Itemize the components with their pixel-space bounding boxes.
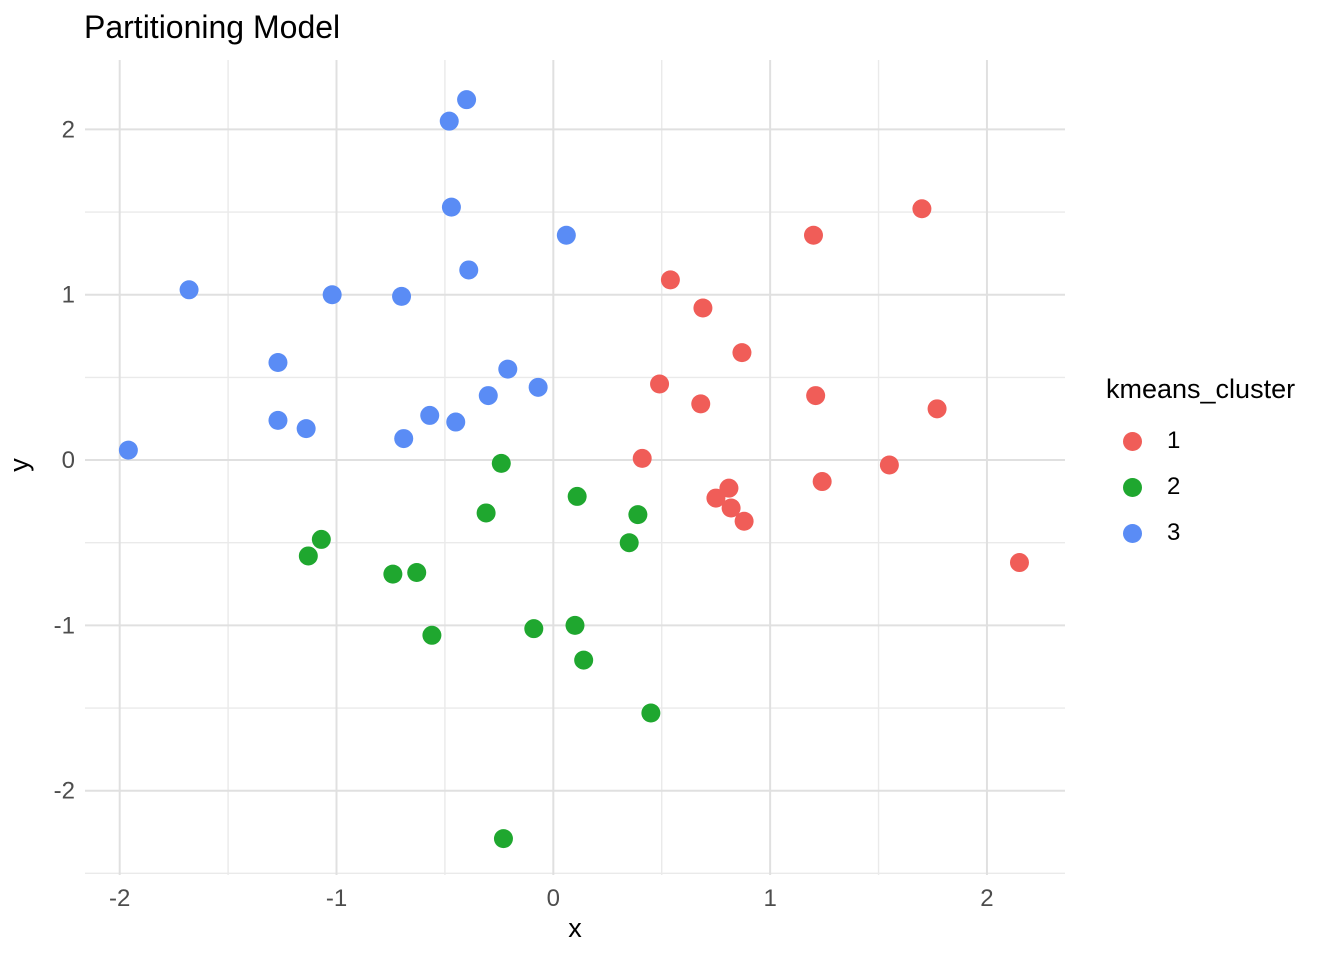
data-point-cluster-2	[383, 564, 403, 584]
data-point-cluster-3	[457, 90, 477, 110]
data-point-cluster-3	[322, 285, 342, 305]
data-point-cluster-1	[660, 270, 680, 290]
data-point-cluster-3	[268, 410, 288, 430]
x-tick-label: -1	[326, 885, 347, 912]
data-point-cluster-2	[298, 546, 318, 566]
data-point-cluster-2	[524, 619, 544, 639]
y-tick-label: 2	[62, 116, 75, 143]
data-point-cluster-2	[311, 529, 331, 549]
data-point-cluster-3	[556, 225, 576, 245]
data-point-cluster-1	[912, 199, 932, 219]
data-point-cluster-2	[619, 533, 639, 553]
y-tick-label: 0	[62, 447, 75, 474]
data-point-cluster-1	[721, 498, 741, 518]
data-point-cluster-1	[927, 399, 947, 419]
data-point-cluster-1	[734, 511, 754, 531]
x-tick-label: -2	[109, 885, 130, 912]
legend-marker-cluster-3-icon	[1123, 523, 1142, 543]
legend-label-cluster-3: 3	[1167, 519, 1181, 546]
data-point-cluster-1	[812, 472, 832, 492]
data-point-cluster-3	[478, 386, 498, 406]
data-point-cluster-1	[732, 343, 752, 363]
x-axis-title: x	[568, 913, 582, 943]
data-point-cluster-2	[641, 703, 661, 723]
data-point-cluster-3	[498, 359, 518, 379]
data-point-cluster-1	[693, 298, 713, 318]
legend-item-cluster-1: 1	[1106, 418, 1344, 464]
data-point-cluster-2	[574, 650, 594, 670]
legend-item-cluster-3: 3	[1106, 510, 1344, 556]
data-point-cluster-3	[420, 405, 440, 425]
y-axis-title: y	[4, 458, 34, 472]
legend-title: kmeans_cluster	[1106, 374, 1296, 404]
data-point-cluster-1	[691, 394, 711, 414]
legend-marker-cluster-1-icon	[1123, 431, 1142, 451]
legend-label-cluster-1: 1	[1167, 427, 1181, 454]
data-point-cluster-1	[719, 478, 739, 498]
data-point-cluster-2	[407, 562, 427, 582]
legend-label-cluster-2: 2	[1167, 473, 1181, 500]
data-point-cluster-2	[493, 829, 513, 849]
y-tick-label: -1	[54, 612, 75, 639]
chart-title: Partitioning Model	[84, 9, 341, 45]
data-point-cluster-3	[439, 111, 459, 131]
data-point-cluster-1	[706, 488, 726, 508]
data-point-cluster-1	[803, 225, 823, 245]
x-tick-label: 2	[980, 885, 993, 912]
data-point-cluster-1	[650, 374, 670, 394]
data-point-cluster-3	[296, 419, 316, 439]
data-point-cluster-3	[392, 286, 412, 306]
data-point-cluster-2	[565, 615, 585, 635]
data-point-cluster-2	[491, 453, 511, 473]
data-point-cluster-3	[268, 353, 288, 373]
data-point-cluster-2	[476, 503, 496, 523]
data-point-cluster-1	[806, 386, 826, 406]
legend-item-cluster-2: 2	[1106, 464, 1344, 510]
data-point-cluster-3	[179, 280, 199, 300]
data-point-cluster-2	[628, 505, 648, 525]
x-tick-label: 1	[763, 885, 776, 912]
data-point-cluster-3	[394, 429, 414, 449]
data-point-cluster-2	[567, 486, 587, 506]
data-point-cluster-1	[1009, 553, 1029, 573]
data-point-cluster-3	[441, 197, 461, 217]
y-tick-label: 1	[62, 282, 75, 309]
data-point-cluster-3	[528, 377, 548, 397]
data-point-cluster-3	[446, 412, 466, 432]
x-tick-label: 0	[547, 885, 560, 912]
data-point-cluster-2	[422, 625, 442, 645]
y-tick-label: -2	[54, 778, 75, 805]
data-point-cluster-3	[459, 260, 479, 280]
data-point-cluster-1	[632, 448, 652, 468]
data-point-cluster-3	[118, 440, 138, 460]
legend-marker-cluster-2-icon	[1123, 477, 1142, 497]
legend: kmeans_cluster 1 2 3	[1106, 372, 1344, 556]
data-point-cluster-1	[879, 455, 899, 475]
